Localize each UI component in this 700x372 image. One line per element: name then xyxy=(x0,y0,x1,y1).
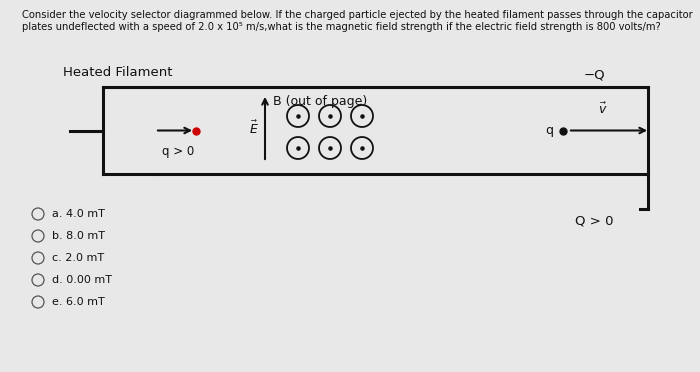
Text: b. 8.0 mT: b. 8.0 mT xyxy=(52,231,105,241)
Text: B (out of page): B (out of page) xyxy=(273,95,368,108)
Text: −Q: −Q xyxy=(583,68,605,81)
Text: $\vec{v}$: $\vec{v}$ xyxy=(598,101,608,116)
Text: d. 0.00 mT: d. 0.00 mT xyxy=(52,275,112,285)
Text: q > 0: q > 0 xyxy=(162,144,194,157)
Text: e. 6.0 mT: e. 6.0 mT xyxy=(52,297,105,307)
Text: plates undeflected with a speed of 2.0 x 10⁵ m/s,what is the magnetic field stre: plates undeflected with a speed of 2.0 x… xyxy=(22,22,661,32)
Text: $\vec{E}$: $\vec{E}$ xyxy=(249,119,259,137)
Text: Q > 0: Q > 0 xyxy=(575,214,613,227)
Text: q: q xyxy=(545,124,553,137)
Text: Heated Filament: Heated Filament xyxy=(63,66,172,79)
Text: Consider the velocity selector diagrammed below. If the charged particle ejected: Consider the velocity selector diagramme… xyxy=(22,10,693,20)
Text: a. 4.0 mT: a. 4.0 mT xyxy=(52,209,105,219)
Text: c. 2.0 mT: c. 2.0 mT xyxy=(52,253,104,263)
